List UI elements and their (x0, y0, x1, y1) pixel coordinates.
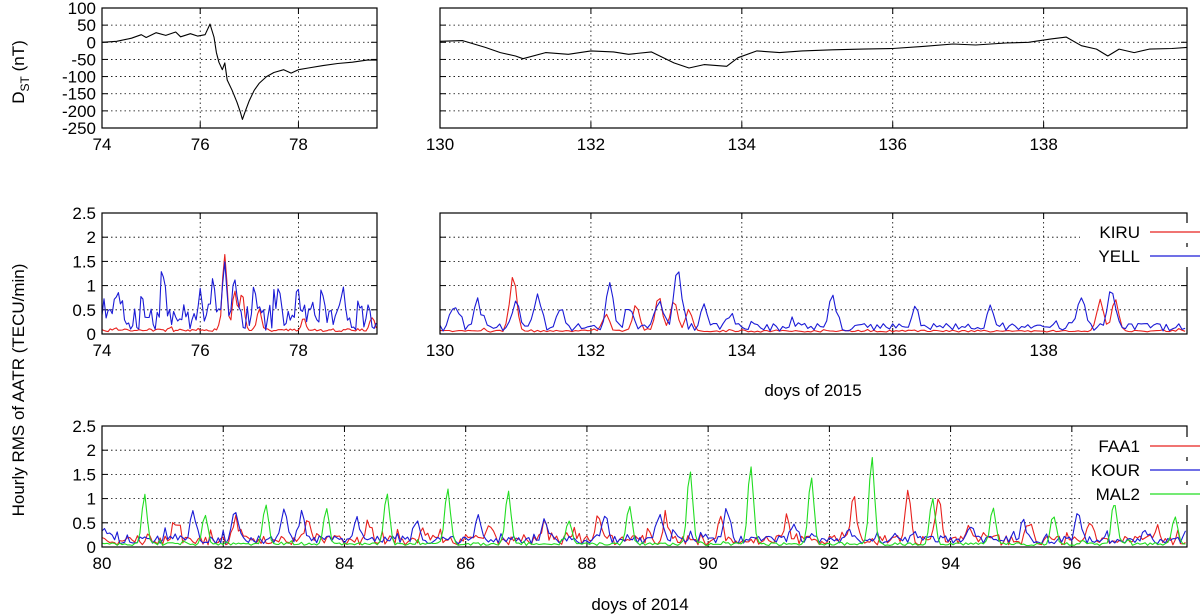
panel-dst-right: 130 132 134 136 138 (426, 7, 1188, 154)
series-group (102, 253, 377, 333)
x-tick-label: 90 (699, 554, 718, 573)
series-kiru (102, 253, 377, 333)
legend-bg (1080, 437, 1200, 457)
x-tick-label: 82 (214, 554, 233, 573)
series-group (102, 23, 377, 120)
series-group (440, 271, 1186, 333)
aatr-ylabel: Hourly RMS of AATR (TECU/min) (9, 264, 28, 517)
y-tick-label: -250 (62, 119, 96, 138)
series-mal2 (102, 456, 1186, 547)
dst-ylabel: DST (nT) (9, 40, 32, 104)
y-tick-label: 1 (87, 490, 96, 509)
grid (440, 213, 1187, 334)
grid (102, 8, 377, 128)
ticks (439, 212, 1187, 335)
series-group (102, 456, 1187, 547)
legend-bg (1080, 223, 1200, 243)
panel-aatr-2014: 80 82 84 86 88 90 92 94 96 2.5 2 1.5 1 0.5 0 FAA1 KOUR MA… (72, 417, 1200, 573)
y-tick-label: 1.5 (72, 252, 96, 271)
series-yell (440, 271, 1186, 332)
y-tick-label: 0 (87, 33, 96, 52)
y-tick-label: 1 (87, 277, 96, 296)
xlabel-2015: doys of 2015 (764, 381, 861, 400)
legend: KIRU YELL (1080, 223, 1200, 267)
x-tick-label: 74 (93, 135, 112, 154)
x-tick-label: 78 (289, 135, 308, 154)
y-tick-label: -50 (71, 50, 96, 69)
x-tick-label: 94 (941, 554, 960, 573)
x-tick-label: 80 (93, 554, 112, 573)
ticks (101, 425, 1187, 548)
x-tick-label: 134 (728, 135, 756, 154)
plot-frame (101, 425, 1188, 548)
x-tick-label: 134 (728, 341, 756, 360)
legend-label-yell: YELL (1098, 247, 1140, 266)
x-tick-label: 130 (426, 341, 454, 360)
series-dst (102, 23, 377, 120)
legend-label-kour: KOUR (1091, 461, 1140, 480)
x-tick-label: 74 (93, 341, 112, 360)
x-tick-label: 96 (1062, 554, 1081, 573)
plot-frame (101, 7, 378, 129)
y-tick-label: 2 (87, 441, 96, 460)
x-tick-label: 132 (577, 341, 605, 360)
x-tick-label: 132 (577, 135, 605, 154)
y-tick-label: 2.5 (72, 204, 96, 223)
series-yell (102, 261, 377, 331)
x-tick-label: 78 (289, 341, 308, 360)
series-kour (102, 508, 1187, 545)
panel-aatr-2015-left: 74 76 78 2.5 2 1.5 1 0.5 0 (72, 204, 378, 360)
legend: FAA1 KOUR MAL2 (1080, 437, 1200, 505)
x-tick-label: 76 (191, 135, 210, 154)
x-tick-label: 136 (879, 341, 907, 360)
grid (102, 213, 377, 334)
series-group (440, 36, 1187, 69)
panel-aatr-2015-right: 130 132 134 136 138 KIRU YELL (426, 212, 1200, 360)
legend-label-faa1: FAA1 (1098, 437, 1140, 456)
y-tick-label: 0 (87, 325, 96, 344)
y-tick-label: 0.5 (72, 301, 96, 320)
y-tick-label: -200 (62, 102, 96, 121)
plot-frame (439, 7, 1188, 129)
y-tick-label: 0 (87, 538, 96, 557)
x-tick-label: 138 (1029, 135, 1057, 154)
grid (102, 426, 1187, 547)
legend-bg (1080, 247, 1200, 267)
y-tick-label: 1.5 (72, 465, 96, 484)
x-tick-label: 84 (335, 554, 354, 573)
y-tick-label: 2 (87, 228, 96, 247)
dst-axis-title: DST (nT) (9, 40, 32, 104)
x-tick-label: 138 (1029, 341, 1057, 360)
y-tick-label: -100 (62, 68, 96, 87)
y-tick-label: 2.5 (72, 417, 96, 436)
plot-frame (101, 212, 378, 335)
x-tick-label: 86 (456, 554, 475, 573)
grid (440, 8, 1187, 128)
x-tick-label: 136 (879, 135, 907, 154)
legend-bg (1080, 461, 1200, 481)
series-dst (440, 36, 1187, 69)
y-tick-label: 0.5 (72, 514, 96, 533)
ticks (439, 7, 1187, 129)
y-tick-label: -150 (62, 85, 96, 104)
y-tick-label: 100 (68, 0, 96, 18)
legend-label-kiru: KIRU (1099, 223, 1140, 242)
legend-bg (1080, 485, 1200, 505)
legend-label-mal2: MAL2 (1096, 485, 1140, 504)
x-tick-label: 130 (426, 135, 454, 154)
x-tick-label: 76 (191, 341, 210, 360)
plot-frame (439, 212, 1188, 335)
x-tick-label: 92 (820, 554, 839, 573)
xlabel-2014: doys of 2014 (591, 595, 688, 614)
x-tick-label: 88 (577, 554, 596, 573)
series-kiru (440, 276, 1186, 333)
y-tick-label: 50 (77, 16, 96, 35)
